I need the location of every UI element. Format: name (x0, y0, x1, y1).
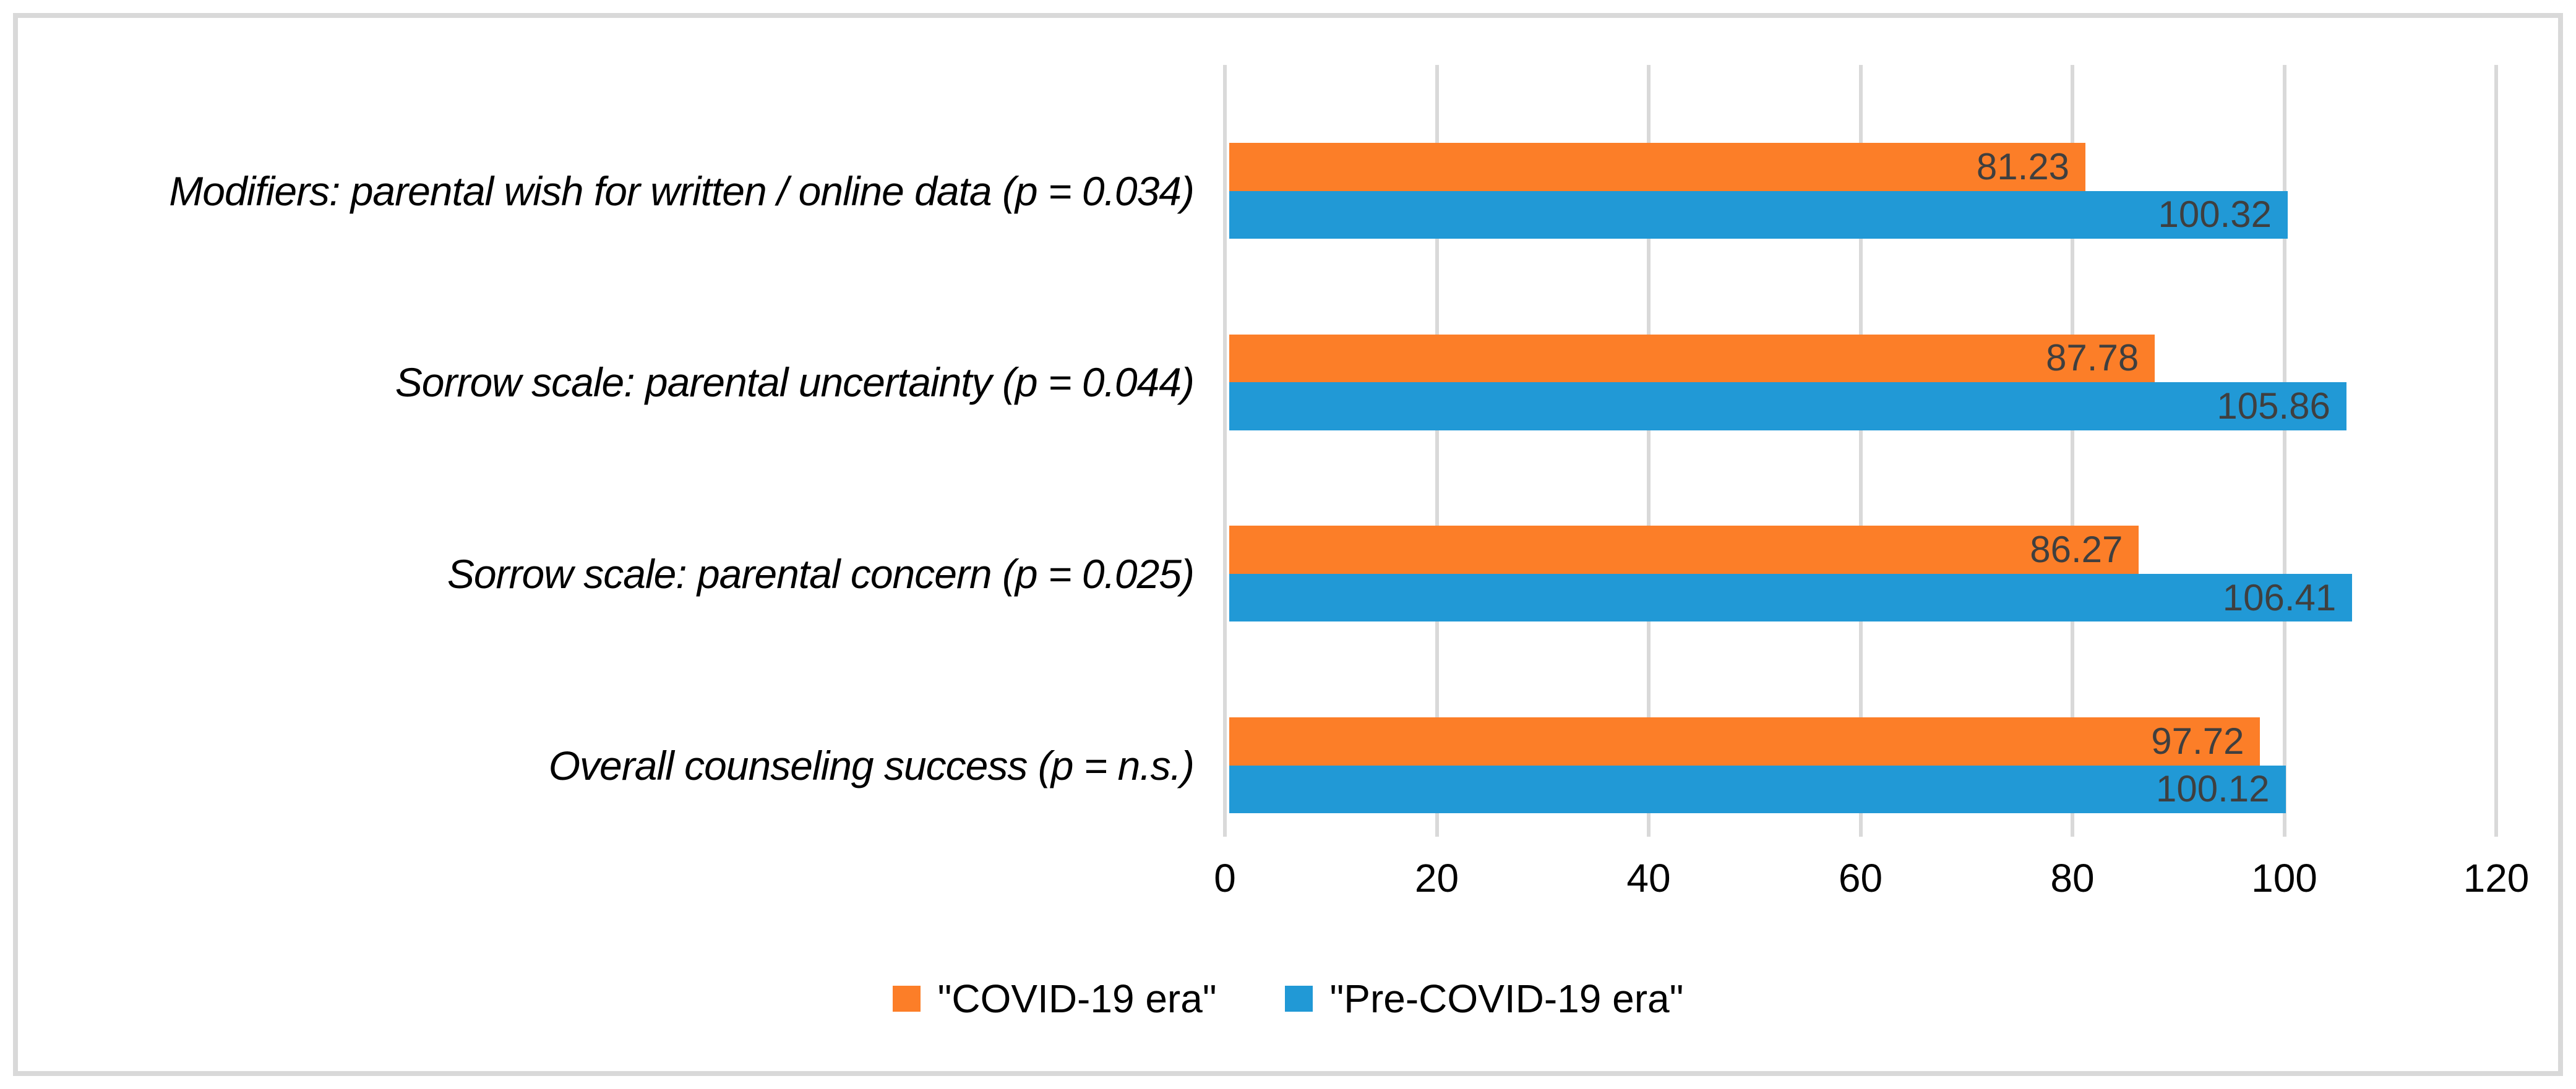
x-tick-label: 40 (1626, 856, 1671, 900)
legend-item-covid-era: "COVID-19 era" (892, 976, 1217, 1022)
category-label: Modifiers: parental wish for written / o… (169, 168, 1195, 214)
x-tick-label: 80 (2050, 856, 2095, 900)
bar-value-label: 81.23 (1976, 145, 2070, 187)
bar-value-label: 97.72 (2151, 720, 2244, 762)
pre-covid-era-swatch-icon (1284, 986, 1313, 1012)
gridline (2071, 65, 2074, 837)
legend: "COVID-19 era" "Pre-COVID-19 era" (0, 976, 2576, 1022)
category-label: Overall counseling success (p = n.s.) (548, 742, 1195, 788)
bar-covid-era: 86.27 (1229, 526, 2139, 574)
gridline (2282, 65, 2286, 837)
bar-pre-covid-era: 100.12 (1229, 765, 2286, 814)
x-tick-label: 60 (1838, 856, 1883, 900)
x-tick-label: 20 (1414, 856, 1459, 900)
bar-value-label: 87.78 (2046, 337, 2139, 379)
bar-pre-covid-era: 105.86 (1229, 382, 2346, 430)
bar-value-label: 100.32 (2158, 194, 2272, 236)
gridline (2494, 65, 2498, 837)
bar-value-label: 106.41 (2222, 576, 2337, 618)
bar-covid-era: 81.23 (1229, 143, 2086, 191)
plot-area: 81.23 100.32 87.78 105.86 86.27 106.41 97.72 10… (1223, 65, 2498, 837)
gridline (1435, 65, 1439, 837)
category-label: Sorrow scale: parental concern (p = 0.02… (447, 550, 1195, 597)
legend-item-pre-covid-era: "Pre-COVID-19 era" (1284, 976, 1684, 1022)
covid-era-swatch-icon (892, 986, 921, 1012)
bar-covid-era: 97.72 (1229, 717, 2260, 766)
gridline (1647, 65, 1651, 837)
x-tick-label: 120 (2463, 856, 2530, 900)
bar-value-label: 86.27 (2030, 529, 2123, 571)
gridline (1223, 65, 1227, 837)
legend-label-covid-era: "COVID-19 era" (937, 976, 1217, 1021)
legend-label-pre-covid-era: "Pre-COVID-19 era" (1329, 976, 1684, 1021)
bar-pre-covid-era: 100.32 (1229, 190, 2288, 239)
x-tick-label: 0 (1214, 856, 1236, 900)
bar-value-label: 105.86 (2217, 385, 2330, 427)
category-label: Sorrow scale: parental uncertainty (p = … (395, 359, 1195, 406)
gridline (1858, 65, 1863, 837)
bar-value-label: 100.12 (2156, 768, 2270, 810)
bar-pre-covid-era: 106.41 (1229, 573, 2353, 622)
x-tick-label: 100 (2251, 856, 2317, 900)
bar-covid-era: 87.78 (1229, 334, 2155, 383)
